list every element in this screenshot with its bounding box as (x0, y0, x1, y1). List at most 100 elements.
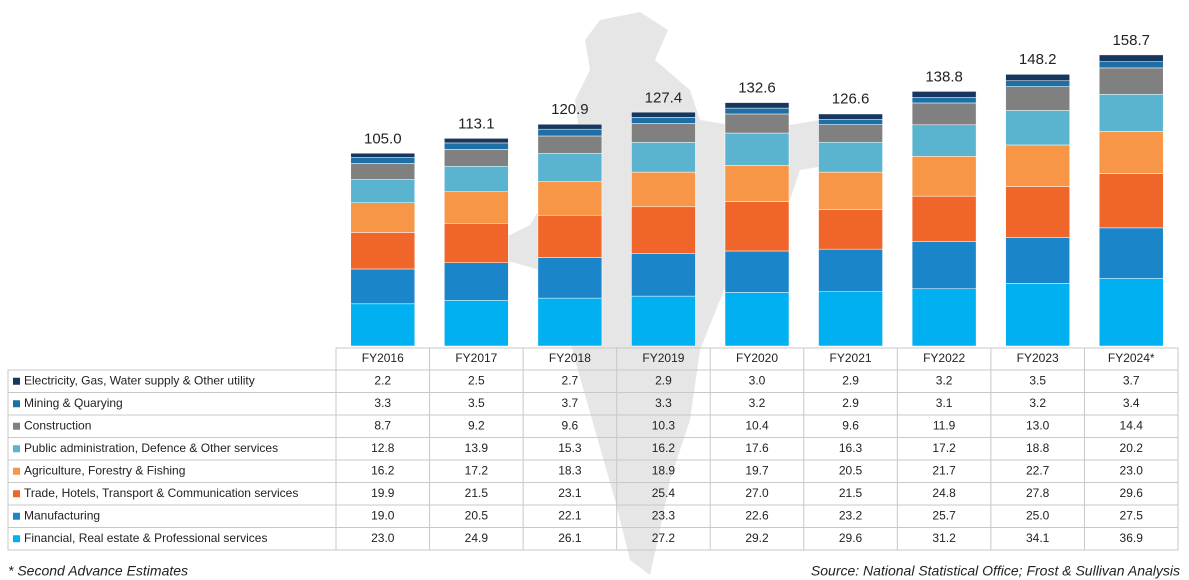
bar-segment (444, 300, 509, 347)
total-label: 120.9 (551, 101, 589, 118)
bar-segment (631, 206, 696, 254)
table-value: 14.4 (1120, 418, 1144, 432)
x-tick-label: FY2021 (830, 351, 872, 365)
x-tick-label: FY2023 (1017, 351, 1059, 365)
legend-label: Agriculture, Forestry & Fishing (24, 463, 185, 477)
table-value: 27.5 (1120, 508, 1144, 522)
legend-label: Manufacturing (24, 508, 100, 522)
bar-segment (444, 191, 509, 224)
table-value: 3.2 (1029, 396, 1046, 410)
bar-segment (1005, 74, 1070, 82)
legend-swatch (13, 467, 20, 475)
table-value: 8.7 (374, 418, 391, 432)
bar-segment (350, 232, 416, 270)
legend-label: Electricity, Gas, Water supply & Other u… (24, 373, 255, 387)
bar-segment (631, 253, 696, 297)
table-value: 3.2 (749, 396, 766, 410)
bar-segment (1005, 86, 1070, 111)
bar-segment (1005, 283, 1070, 347)
source: Source: National Statistical Office; Fro… (811, 563, 1180, 579)
bar-segment (350, 157, 416, 164)
bar-segment (537, 257, 603, 299)
bar-segment (537, 214, 603, 258)
legend-label: Public administration, Defence & Other s… (24, 441, 278, 455)
bar-segment (724, 292, 790, 347)
table-value: 2.9 (842, 396, 859, 410)
table-value: 24.9 (465, 531, 489, 545)
table-value: 34.1 (1026, 531, 1050, 545)
table-value: 20.5 (465, 508, 489, 522)
table-value: 22.6 (745, 508, 769, 522)
table-value: 2.9 (655, 373, 672, 387)
table-value: 3.3 (374, 396, 391, 410)
x-tick-label: FY2019 (642, 351, 684, 365)
table-value: 10.4 (745, 418, 769, 432)
bar-segment (350, 268, 416, 305)
bar-segment (537, 153, 603, 182)
table-value: 29.6 (839, 531, 863, 545)
x-tick-label: FY2018 (549, 351, 591, 365)
bar-segment (350, 303, 416, 347)
table-value: 9.2 (468, 418, 485, 432)
bar-segment (537, 135, 603, 154)
bar-segment (1098, 94, 1164, 132)
bar-segment (350, 163, 416, 180)
table-value: 23.0 (371, 531, 395, 545)
bar-segment (911, 195, 977, 242)
bar-segment (1098, 173, 1164, 229)
bar-segment (1098, 67, 1164, 95)
table-value: 25.7 (932, 508, 956, 522)
legend-label: Trade, Hotels, Transport & Communication… (24, 486, 298, 500)
total-label: 132.6 (738, 80, 776, 97)
table-value: 3.0 (749, 373, 766, 387)
bar-segment (818, 248, 883, 292)
bar-segment (911, 91, 977, 98)
table-value: 23.3 (652, 508, 676, 522)
bar-segment (537, 181, 603, 216)
footnote: * Second Advance Estimates (8, 563, 188, 579)
total-label: 127.4 (645, 89, 683, 106)
bar-segment (1005, 80, 1070, 87)
bar-segment (537, 123, 603, 130)
table-value: 11.9 (933, 418, 956, 432)
bar-segment (1005, 237, 1070, 284)
table-value: 29.2 (745, 531, 769, 545)
legend-label: Construction (24, 418, 91, 432)
bar-segment (1005, 186, 1070, 238)
bar-segment (818, 171, 883, 210)
bar-segment (724, 201, 790, 252)
table-value: 23.2 (839, 508, 863, 522)
table-value: 22.1 (558, 508, 582, 522)
bar-segment (350, 179, 416, 203)
table-value: 16.3 (839, 441, 863, 455)
table-value: 17.2 (932, 441, 956, 455)
legend-swatch (13, 512, 20, 520)
table-value: 25.0 (1026, 508, 1050, 522)
bar-segment (818, 113, 883, 120)
bar-segment (818, 119, 883, 125)
table-value: 36.9 (1120, 531, 1144, 545)
legend-swatch (13, 445, 20, 453)
bar-segment (818, 209, 883, 250)
legend-swatch (13, 490, 20, 498)
table-value: 19.7 (745, 463, 769, 477)
bar-segment (444, 262, 509, 301)
bar-segment (724, 113, 790, 134)
table-value: 13.0 (1026, 418, 1050, 432)
bar-segment (724, 102, 790, 109)
table-value: 27.8 (1026, 486, 1050, 500)
table-value: 3.4 (1123, 396, 1140, 410)
total-label: 113.1 (458, 116, 494, 133)
table-value: 18.8 (1026, 441, 1050, 455)
bar-segment (1098, 54, 1164, 62)
bar-segment (350, 152, 416, 158)
total-label: 138.8 (925, 68, 963, 85)
table-value: 26.1 (558, 531, 582, 545)
legend-swatch (13, 535, 20, 543)
table-value: 10.3 (652, 418, 676, 432)
bar-segment (818, 141, 883, 173)
legend-label: Financial, Real estate & Professional se… (24, 531, 267, 545)
bar-segment (1098, 131, 1164, 174)
table-value: 2.5 (468, 373, 485, 387)
